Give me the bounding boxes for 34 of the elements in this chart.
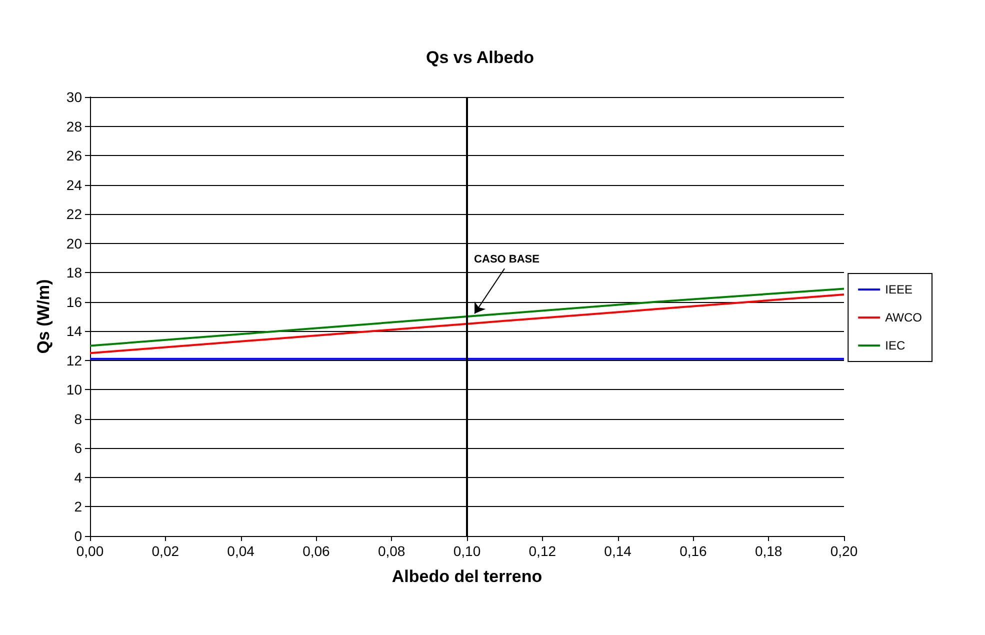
y-tick-label: 8 (74, 410, 82, 427)
x-axis-title: Albedo del terreno (392, 567, 542, 586)
y-tick-label: 20 (66, 235, 82, 252)
y-tick-label: 2 (74, 498, 82, 515)
y-tick-label: 16 (66, 294, 82, 310)
legend-label: AWCO (885, 310, 922, 324)
x-tick-label: 0,14 (604, 543, 632, 559)
chart-title: Qs vs Albedo (426, 48, 534, 67)
y-tick-label: 22 (66, 206, 82, 222)
x-tick-label: 0,16 (680, 543, 708, 559)
y-tick-label: 6 (74, 440, 82, 456)
x-tick-label: 0,08 (378, 543, 406, 559)
y-tick-label: 30 (66, 89, 82, 105)
y-tick-label: 14 (66, 323, 82, 340)
x-tick-label: 0,20 (830, 543, 858, 559)
x-tick-label: 0,18 (754, 543, 782, 559)
y-tick-label: 28 (66, 118, 82, 134)
y-tick-label: 0 (74, 528, 82, 544)
y-tick-label: 12 (66, 352, 82, 368)
x-tick-label: 0,02 (152, 543, 180, 559)
legend-label: IEC (885, 338, 906, 352)
x-tick-label: 0,04 (227, 543, 255, 559)
y-tick-label: 10 (66, 382, 82, 398)
annotation: CASO BASE (474, 254, 540, 266)
x-tick-label: 0,06 (302, 543, 330, 559)
y-tick-label: 4 (74, 469, 82, 486)
y-axis-title: Qs (W/m) (34, 279, 53, 354)
x-tick-label: 0,00 (76, 543, 104, 559)
y-tick-label: 24 (66, 176, 82, 193)
y-tick-label: 26 (66, 148, 82, 164)
legend-label: IEEE (885, 282, 912, 296)
y-tick-label: 18 (66, 264, 82, 281)
x-tick-label: 0,12 (528, 543, 556, 559)
x-tick-label: 0,10 (453, 543, 481, 559)
